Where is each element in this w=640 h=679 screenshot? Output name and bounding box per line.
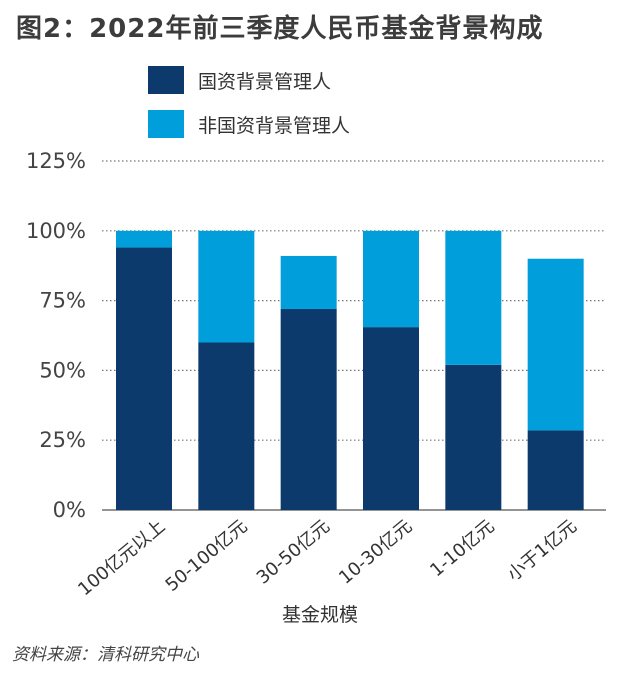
x-tick-label: 小于1亿元 bbox=[503, 516, 580, 586]
chart-title: 图2：2022年前三季度人民币基金背景构成 bbox=[16, 14, 544, 44]
legend: 国资背景管理人 非国资背景管理人 bbox=[148, 66, 350, 154]
bar-segment-state bbox=[198, 342, 255, 510]
legend-item-nonstate: 非国资背景管理人 bbox=[148, 110, 350, 138]
bar-segment-state bbox=[116, 247, 172, 510]
source-note: 资料来源：清科研究中心 bbox=[12, 645, 199, 665]
y-tick-label: 50% bbox=[39, 358, 86, 382]
x-tick-label: 100亿元以上 bbox=[74, 516, 169, 600]
bar-segment-nonstate bbox=[445, 230, 502, 365]
legend-item-state: 国资背景管理人 bbox=[148, 66, 350, 94]
y-tick-label: 75% bbox=[39, 289, 86, 313]
y-tick-label: 0% bbox=[53, 498, 86, 522]
bar-segment-nonstate bbox=[198, 230, 255, 343]
bar-segment-state bbox=[363, 327, 419, 510]
bar-segment-state bbox=[527, 430, 584, 510]
bar-segment-state bbox=[280, 308, 337, 510]
bar-segment-nonstate bbox=[527, 258, 584, 431]
y-tick-label: 25% bbox=[39, 428, 86, 452]
legend-label-state: 国资背景管理人 bbox=[198, 70, 332, 93]
legend-label-nonstate: 非国资背景管理人 bbox=[198, 114, 351, 137]
legend-swatch-nonstate bbox=[148, 110, 184, 138]
bar-segment-nonstate bbox=[363, 230, 419, 328]
x-axis-title: 基金规模 bbox=[281, 604, 358, 626]
x-tick-label: 50-100亿元 bbox=[162, 516, 252, 596]
x-tick-label: 30-50亿元 bbox=[253, 516, 334, 589]
y-tick-label: 100% bbox=[26, 219, 86, 243]
legend-swatch-state bbox=[148, 66, 184, 94]
bar-segment-nonstate bbox=[116, 230, 172, 248]
y-tick-label: 125% bbox=[26, 150, 86, 173]
x-tick-label: 1-10亿元 bbox=[426, 516, 498, 581]
x-tick-label: 10-30亿元 bbox=[335, 516, 416, 589]
bar-segment-state bbox=[445, 364, 502, 510]
bar-segment-nonstate bbox=[280, 255, 337, 309]
